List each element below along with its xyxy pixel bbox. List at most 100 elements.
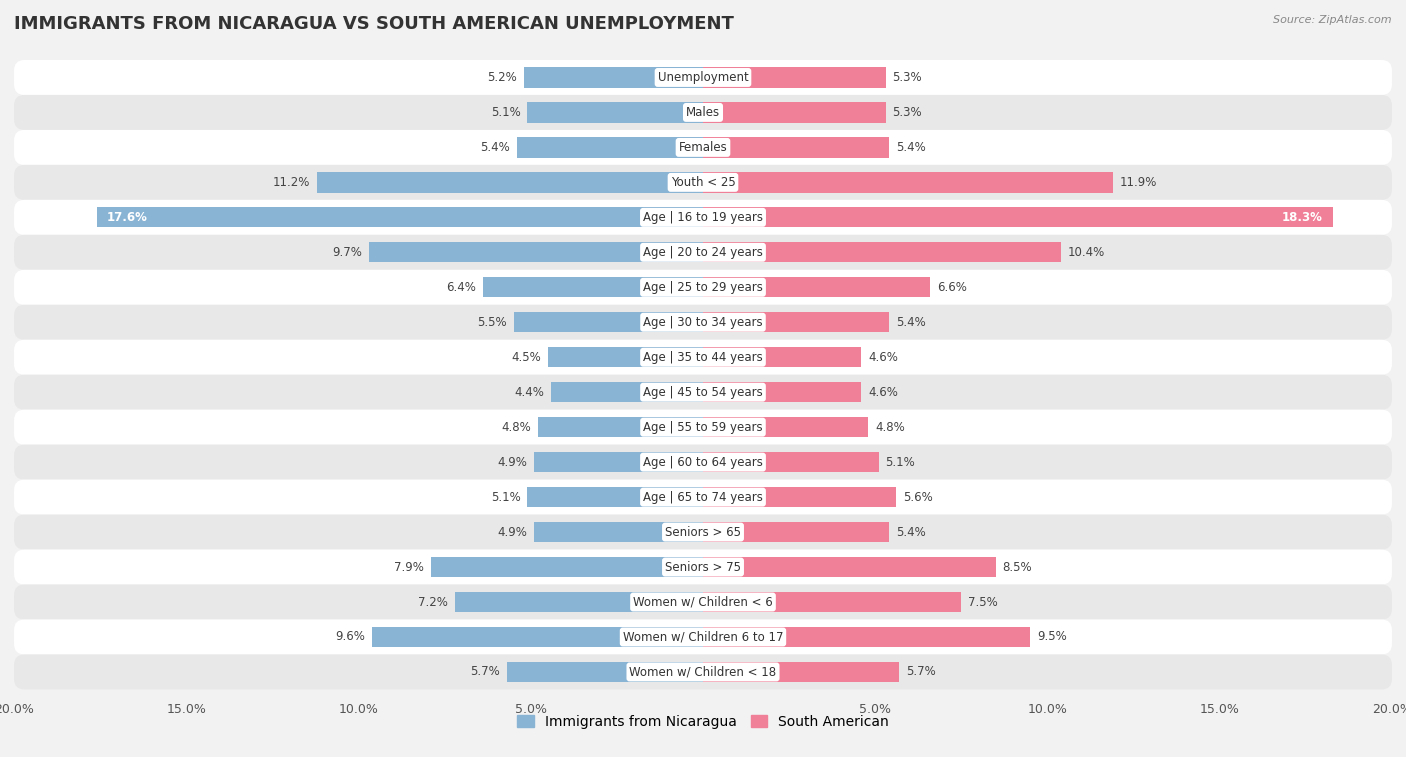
Bar — [506, 662, 703, 682]
Text: 8.5%: 8.5% — [1002, 560, 1032, 574]
FancyBboxPatch shape — [14, 619, 1392, 655]
Text: Age | 55 to 59 years: Age | 55 to 59 years — [643, 421, 763, 434]
Text: IMMIGRANTS FROM NICARAGUA VS SOUTH AMERICAN UNEMPLOYMENT: IMMIGRANTS FROM NICARAGUA VS SOUTH AMERI… — [14, 15, 734, 33]
Text: Males: Males — [686, 106, 720, 119]
Bar — [548, 347, 703, 367]
Text: 4.8%: 4.8% — [501, 421, 531, 434]
Text: Age | 16 to 19 years: Age | 16 to 19 years — [643, 211, 763, 224]
Bar — [703, 242, 1062, 263]
Text: 5.3%: 5.3% — [893, 71, 922, 84]
Text: Age | 65 to 74 years: Age | 65 to 74 years — [643, 491, 763, 503]
Bar — [703, 137, 889, 157]
FancyBboxPatch shape — [14, 95, 1392, 130]
Text: 4.4%: 4.4% — [515, 386, 544, 399]
Text: 7.9%: 7.9% — [394, 560, 425, 574]
Bar — [534, 522, 703, 542]
Text: 7.5%: 7.5% — [969, 596, 998, 609]
Bar — [703, 417, 869, 438]
Text: Age | 35 to 44 years: Age | 35 to 44 years — [643, 350, 763, 363]
Bar — [534, 452, 703, 472]
FancyBboxPatch shape — [14, 515, 1392, 550]
Text: Youth < 25: Youth < 25 — [671, 176, 735, 189]
FancyBboxPatch shape — [14, 550, 1392, 584]
Text: 5.3%: 5.3% — [893, 106, 922, 119]
Text: Women w/ Children < 6: Women w/ Children < 6 — [633, 596, 773, 609]
FancyBboxPatch shape — [14, 410, 1392, 444]
FancyBboxPatch shape — [14, 340, 1392, 375]
Text: 5.7%: 5.7% — [907, 665, 936, 678]
Text: Women w/ Children 6 to 17: Women w/ Children 6 to 17 — [623, 631, 783, 643]
Text: Source: ZipAtlas.com: Source: ZipAtlas.com — [1274, 15, 1392, 25]
Text: 9.5%: 9.5% — [1038, 631, 1067, 643]
Text: 4.8%: 4.8% — [875, 421, 905, 434]
Text: 5.4%: 5.4% — [896, 525, 925, 538]
Bar — [703, 627, 1031, 647]
Bar — [513, 312, 703, 332]
FancyBboxPatch shape — [14, 235, 1392, 269]
Bar — [703, 382, 862, 402]
Text: 10.4%: 10.4% — [1069, 246, 1105, 259]
Text: 6.4%: 6.4% — [446, 281, 475, 294]
Bar — [703, 592, 962, 612]
Bar — [703, 102, 886, 123]
Text: Seniors > 65: Seniors > 65 — [665, 525, 741, 538]
Bar — [703, 452, 879, 472]
Text: 4.6%: 4.6% — [869, 386, 898, 399]
FancyBboxPatch shape — [14, 375, 1392, 410]
Text: 9.6%: 9.6% — [336, 631, 366, 643]
Bar — [527, 102, 703, 123]
FancyBboxPatch shape — [14, 200, 1392, 235]
Text: 4.5%: 4.5% — [512, 350, 541, 363]
Bar — [97, 207, 703, 228]
Text: 5.7%: 5.7% — [470, 665, 499, 678]
Bar — [703, 173, 1114, 192]
Bar — [703, 67, 886, 88]
Text: 4.9%: 4.9% — [498, 456, 527, 469]
Bar — [703, 312, 889, 332]
Text: 9.7%: 9.7% — [332, 246, 361, 259]
Bar — [703, 557, 995, 577]
FancyBboxPatch shape — [14, 130, 1392, 165]
Text: 5.5%: 5.5% — [477, 316, 506, 329]
FancyBboxPatch shape — [14, 655, 1392, 690]
Text: 4.9%: 4.9% — [498, 525, 527, 538]
Text: 5.1%: 5.1% — [491, 491, 520, 503]
Bar — [373, 627, 703, 647]
Text: Age | 30 to 34 years: Age | 30 to 34 years — [643, 316, 763, 329]
Text: Age | 25 to 29 years: Age | 25 to 29 years — [643, 281, 763, 294]
Text: 5.4%: 5.4% — [896, 316, 925, 329]
Bar — [537, 417, 703, 438]
Text: Age | 20 to 24 years: Age | 20 to 24 years — [643, 246, 763, 259]
Text: 18.3%: 18.3% — [1282, 211, 1323, 224]
Bar — [703, 662, 900, 682]
Text: Females: Females — [679, 141, 727, 154]
Bar — [482, 277, 703, 298]
Text: 5.4%: 5.4% — [896, 141, 925, 154]
Text: 11.2%: 11.2% — [273, 176, 311, 189]
Text: 5.1%: 5.1% — [886, 456, 915, 469]
FancyBboxPatch shape — [14, 165, 1392, 200]
Bar — [368, 242, 703, 263]
Text: 5.6%: 5.6% — [903, 491, 932, 503]
Bar — [517, 137, 703, 157]
FancyBboxPatch shape — [14, 584, 1392, 619]
FancyBboxPatch shape — [14, 269, 1392, 305]
Text: 17.6%: 17.6% — [107, 211, 148, 224]
Bar — [703, 207, 1333, 228]
Bar — [430, 557, 703, 577]
Bar — [527, 487, 703, 507]
Text: 5.1%: 5.1% — [491, 106, 520, 119]
Bar — [456, 592, 703, 612]
Text: Women w/ Children < 18: Women w/ Children < 18 — [630, 665, 776, 678]
Text: 4.6%: 4.6% — [869, 350, 898, 363]
Bar — [524, 67, 703, 88]
Legend: Immigrants from Nicaragua, South American: Immigrants from Nicaragua, South America… — [512, 709, 894, 734]
Bar — [318, 173, 703, 192]
Text: 6.6%: 6.6% — [938, 281, 967, 294]
FancyBboxPatch shape — [14, 60, 1392, 95]
Text: 5.4%: 5.4% — [481, 141, 510, 154]
FancyBboxPatch shape — [14, 480, 1392, 515]
Text: 5.2%: 5.2% — [488, 71, 517, 84]
Text: Age | 45 to 54 years: Age | 45 to 54 years — [643, 386, 763, 399]
Text: Unemployment: Unemployment — [658, 71, 748, 84]
